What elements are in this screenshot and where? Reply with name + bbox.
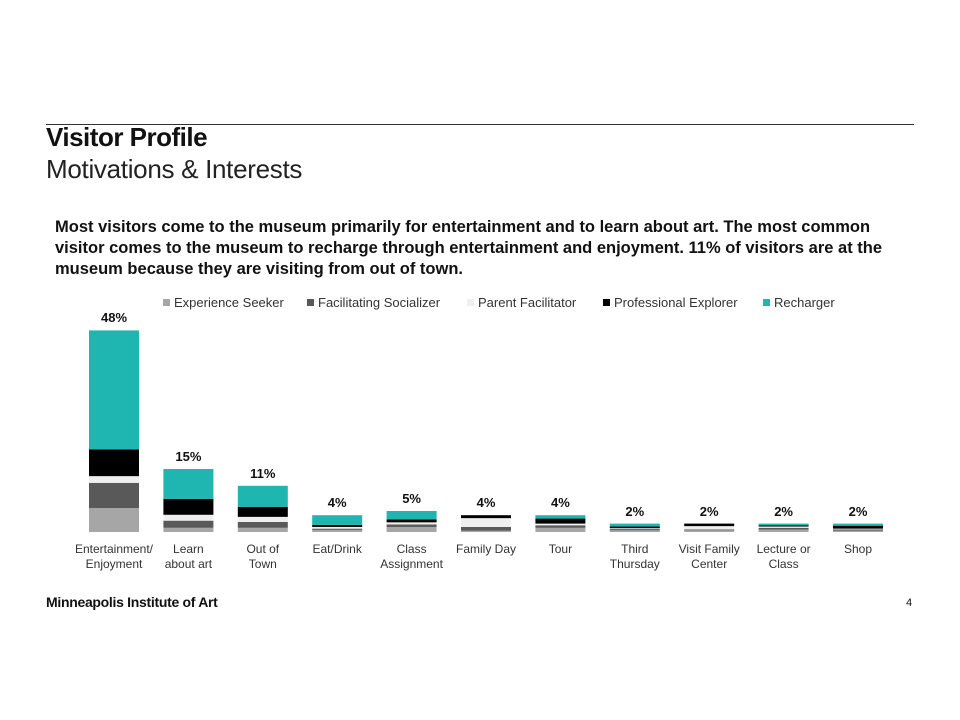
title: Visitor Profile bbox=[46, 122, 208, 152]
bar-segment bbox=[758, 529, 809, 532]
bar-segment bbox=[833, 525, 883, 529]
bar-segment bbox=[833, 530, 883, 532]
legend-item: Recharger bbox=[763, 295, 835, 310]
bar-segment bbox=[386, 526, 437, 532]
bar-segment bbox=[535, 515, 586, 519]
legend-item: Parent Facilitator bbox=[467, 295, 576, 310]
total-label: 2% bbox=[699, 503, 719, 519]
bar-segment bbox=[312, 515, 363, 525]
x-tick-label: Third Thursday bbox=[609, 542, 660, 571]
bar-segment bbox=[163, 520, 214, 528]
bar-segment bbox=[535, 527, 586, 532]
legend-item: Professional Explorer bbox=[603, 295, 738, 310]
bar-segment bbox=[89, 330, 139, 450]
bar-segment bbox=[461, 518, 511, 527]
bar-segment bbox=[461, 530, 511, 532]
total-label: 48% bbox=[100, 310, 128, 326]
bar-segment bbox=[163, 469, 214, 499]
bar-segment bbox=[609, 523, 660, 527]
x-tick-label: Family Day bbox=[455, 542, 516, 556]
x-tick-label: Out of Town bbox=[246, 542, 280, 571]
bar-segment bbox=[609, 526, 660, 529]
bar-segment bbox=[237, 516, 288, 522]
total-label: 4% bbox=[476, 495, 496, 511]
bar-segment bbox=[461, 526, 511, 531]
bar-segment bbox=[758, 526, 809, 528]
legend-item: Experience Seeker bbox=[163, 295, 284, 310]
bar-segment bbox=[89, 476, 139, 483]
x-tick-label: Learn about art bbox=[164, 542, 213, 571]
bar-segment bbox=[535, 525, 586, 528]
bar-segment bbox=[758, 523, 809, 526]
bar-segment bbox=[758, 527, 809, 530]
x-tick-label: Visit Family Center bbox=[678, 542, 740, 571]
legend-label: Parent Facilitator bbox=[478, 295, 577, 310]
bar-segment bbox=[609, 530, 660, 532]
bar-segment bbox=[89, 449, 139, 477]
total-label: 2% bbox=[774, 503, 793, 519]
x-tick-label: Lecture or Class bbox=[756, 542, 811, 571]
bar-segment bbox=[386, 522, 437, 525]
bar-segment bbox=[535, 518, 586, 524]
x-tick-label: Entertainment/ Enjoyment bbox=[74, 542, 154, 571]
bar-segment bbox=[758, 525, 809, 527]
subtitle: Motivations & Interests bbox=[46, 154, 303, 184]
bar-segment bbox=[833, 523, 883, 526]
bar-segment bbox=[386, 524, 437, 527]
bar-segment bbox=[684, 529, 735, 531]
bar-segment bbox=[163, 514, 214, 521]
bar-segment bbox=[461, 515, 511, 519]
legend-swatch bbox=[467, 299, 474, 306]
bar-segment bbox=[163, 498, 214, 515]
bar-segment bbox=[833, 529, 883, 531]
bar-segment bbox=[609, 528, 660, 530]
bar-segment bbox=[684, 523, 735, 527]
bar-segment bbox=[312, 526, 363, 529]
x-tick-label: Tour bbox=[548, 542, 573, 556]
bar-segment bbox=[237, 506, 288, 517]
legend-swatch bbox=[307, 299, 314, 306]
total-label: 4% bbox=[327, 495, 347, 511]
bar-segment bbox=[535, 523, 586, 526]
bar-segment bbox=[312, 528, 363, 530]
page-number: 4 bbox=[906, 597, 913, 609]
bar-segment bbox=[609, 529, 660, 531]
bar-segment bbox=[237, 521, 288, 528]
total-label: 2% bbox=[848, 503, 868, 519]
total-label: 4% bbox=[550, 495, 570, 511]
x-tick-label: Eat/Drink bbox=[312, 542, 362, 556]
x-tick-label: Class Assignment bbox=[380, 542, 443, 571]
bar-segment bbox=[386, 511, 437, 520]
bar-segment bbox=[386, 519, 437, 523]
legend-label: Experience Seeker bbox=[174, 295, 284, 310]
bar-segment bbox=[237, 527, 288, 532]
bar-segment bbox=[89, 508, 139, 532]
legend-swatch bbox=[763, 299, 770, 306]
bar-segment bbox=[312, 524, 363, 527]
bar-segment bbox=[237, 485, 288, 507]
total-label: 2% bbox=[625, 503, 645, 519]
legend-item: Facilitating Socializer bbox=[307, 295, 440, 310]
total-label: 5% bbox=[402, 491, 421, 506]
total-label: 15% bbox=[175, 449, 202, 464]
x-tick-label: Shop bbox=[843, 542, 873, 556]
legend-swatch bbox=[603, 299, 610, 306]
legend-label: Professional Explorer bbox=[614, 295, 738, 310]
legend-swatch bbox=[163, 299, 170, 306]
bar-segment bbox=[833, 528, 883, 530]
bar-segment bbox=[163, 527, 214, 532]
legend-label: Recharger bbox=[774, 295, 835, 310]
total-label: 11% bbox=[250, 465, 276, 481]
bar-segment bbox=[89, 482, 139, 509]
bar-segment bbox=[684, 530, 735, 532]
top-rule bbox=[46, 124, 914, 125]
bar-segment bbox=[312, 529, 363, 532]
bar-segment bbox=[684, 526, 735, 530]
summary: Most visitors come to the museum primari… bbox=[55, 218, 883, 278]
footer-org: Minneapolis Institute of Art bbox=[46, 594, 218, 610]
legend-label: Facilitating Socializer bbox=[318, 295, 441, 310]
